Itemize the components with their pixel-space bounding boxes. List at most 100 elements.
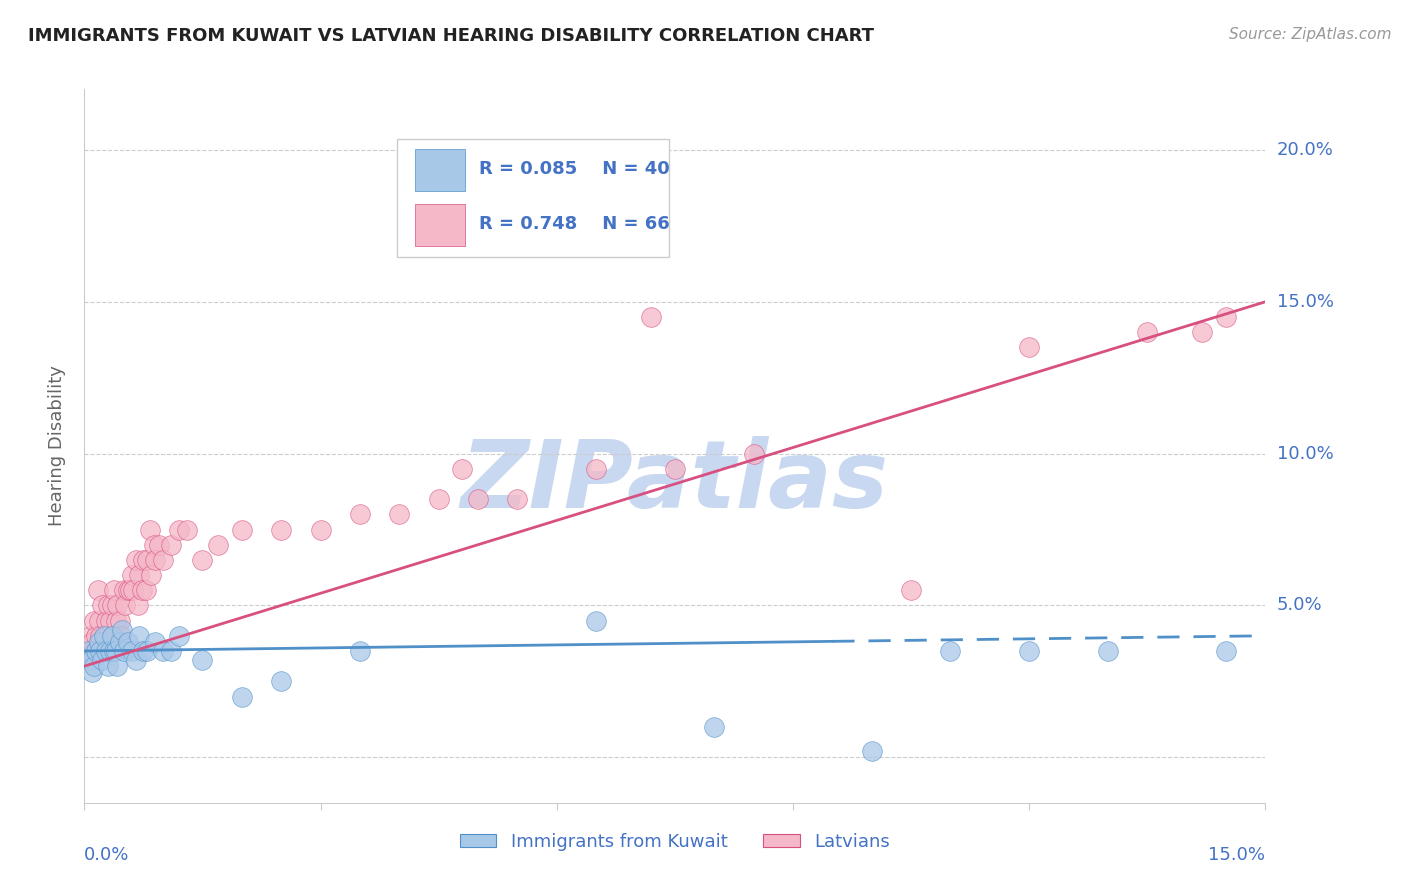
Point [103, 583, 125, 598]
Point [117, 635, 139, 649]
Point [97, 659, 120, 673]
Point [270, 523, 292, 537]
Point [91, 599, 114, 613]
Text: 15.0%: 15.0% [1277, 293, 1333, 310]
Point [93, 644, 115, 658]
Point [79, 644, 101, 658]
Point [132, 553, 155, 567]
Point [388, 508, 411, 522]
Point [117, 583, 139, 598]
Point [89, 644, 111, 658]
Point [143, 553, 166, 567]
Point [90, 644, 112, 658]
Point [97, 599, 120, 613]
Point [167, 523, 190, 537]
Point [143, 635, 166, 649]
Point [640, 310, 662, 324]
Point [79, 629, 101, 643]
Point [585, 462, 607, 476]
Point [114, 599, 136, 613]
Text: R = 0.748    N = 66: R = 0.748 N = 66 [479, 216, 669, 234]
Point [98, 614, 121, 628]
Text: 5.0%: 5.0% [1277, 597, 1322, 615]
Text: R = 0.085    N = 40: R = 0.085 N = 40 [479, 161, 669, 178]
Point [191, 553, 214, 567]
Point [349, 508, 371, 522]
Point [103, 644, 125, 658]
Point [427, 492, 450, 507]
Point [104, 644, 127, 658]
Point [148, 538, 170, 552]
Point [860, 744, 883, 758]
Point [207, 538, 229, 552]
FancyBboxPatch shape [398, 139, 669, 257]
Point [1136, 325, 1159, 339]
Point [349, 644, 371, 658]
Point [77, 644, 100, 658]
Text: Source: ZipAtlas.com: Source: ZipAtlas.com [1229, 27, 1392, 42]
Text: 20.0%: 20.0% [1277, 141, 1333, 159]
Point [939, 644, 962, 658]
Point [128, 568, 150, 582]
Text: 15.0%: 15.0% [1208, 846, 1265, 863]
FancyBboxPatch shape [415, 148, 464, 191]
Point [103, 629, 125, 643]
Point [118, 583, 141, 598]
Point [93, 629, 115, 643]
Point [89, 629, 111, 643]
Point [176, 523, 198, 537]
Point [101, 599, 124, 613]
Point [136, 644, 159, 658]
Legend: Immigrants from Kuwait, Latvians: Immigrants from Kuwait, Latvians [453, 826, 897, 858]
FancyBboxPatch shape [415, 203, 464, 246]
Point [107, 599, 129, 613]
Point [231, 690, 253, 704]
Point [664, 462, 686, 476]
Point [467, 492, 489, 507]
Point [231, 523, 253, 537]
Point [1191, 325, 1213, 339]
Point [108, 614, 131, 628]
Point [506, 492, 529, 507]
Point [90, 653, 112, 667]
Point [309, 523, 332, 537]
Point [136, 553, 159, 567]
Text: 10.0%: 10.0% [1277, 444, 1333, 463]
Point [121, 644, 143, 658]
Point [96, 629, 118, 643]
Point [1215, 310, 1237, 324]
Point [585, 614, 607, 628]
Point [122, 583, 145, 598]
Text: ZIPatlas: ZIPatlas [461, 435, 889, 528]
Point [160, 644, 183, 658]
Point [83, 659, 105, 673]
Point [87, 583, 110, 598]
Point [142, 538, 165, 552]
Point [101, 629, 124, 643]
Point [703, 720, 725, 734]
Point [94, 614, 117, 628]
Point [152, 644, 174, 658]
Point [124, 553, 146, 567]
Point [141, 568, 163, 582]
Point [104, 614, 127, 628]
Point [87, 614, 110, 628]
Point [98, 644, 121, 658]
Point [82, 635, 104, 649]
Point [84, 629, 107, 643]
Point [107, 659, 129, 673]
Point [77, 644, 100, 658]
Text: IMMIGRANTS FROM KUWAIT VS LATVIAN HEARING DISABILITY CORRELATION CHART: IMMIGRANTS FROM KUWAIT VS LATVIAN HEARIN… [28, 27, 875, 45]
Point [108, 635, 131, 649]
Point [82, 665, 104, 680]
Point [1018, 644, 1040, 658]
Point [138, 523, 160, 537]
Text: 0.0%: 0.0% [84, 846, 129, 863]
Point [900, 583, 922, 598]
Point [83, 644, 105, 658]
Point [1097, 644, 1119, 658]
Point [1215, 644, 1237, 658]
Point [79, 653, 101, 667]
Point [84, 644, 107, 658]
Y-axis label: Hearing Disability: Hearing Disability [48, 366, 66, 526]
